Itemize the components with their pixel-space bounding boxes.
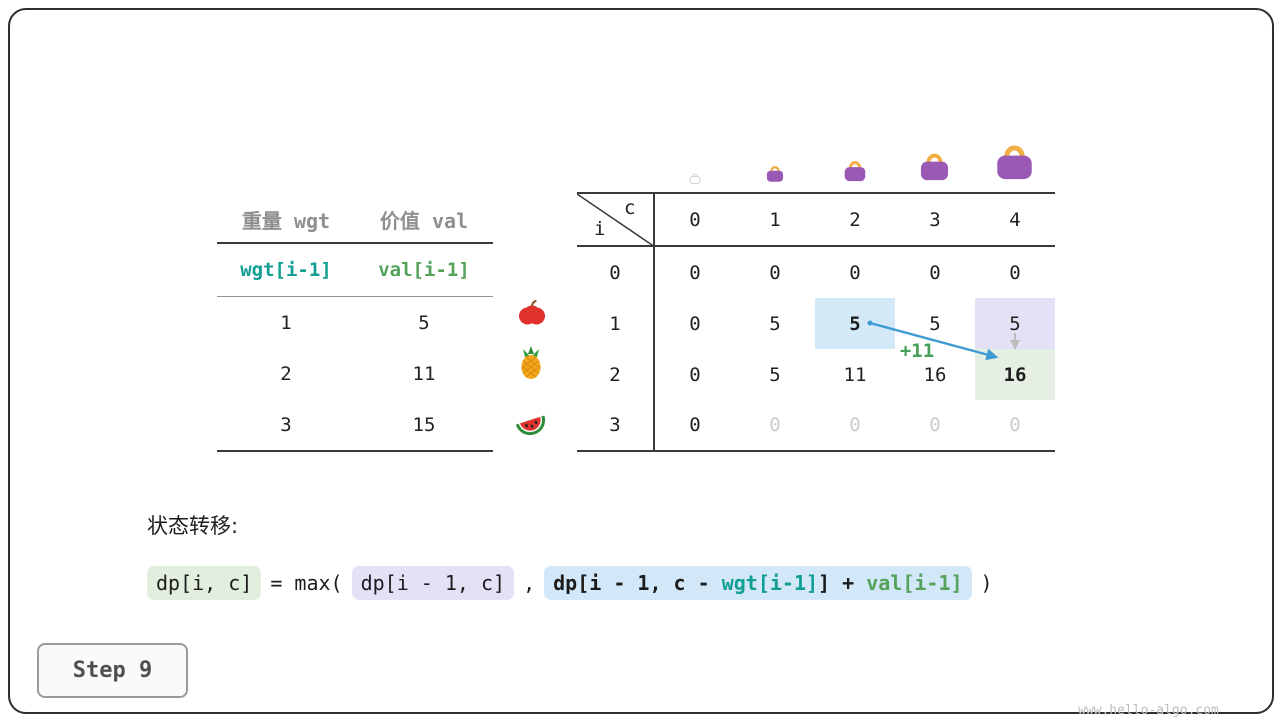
- dp-col-header-0: 0: [655, 194, 735, 247]
- bag-small-icon: [764, 162, 786, 188]
- bag-medium-icon: [841, 156, 869, 188]
- formula-eq-max: = max(: [270, 571, 343, 595]
- formula-take-middle: ] +: [818, 571, 867, 595]
- items-formula-val: val[i-1]: [378, 259, 470, 281]
- bag-xlarge-icon: [991, 137, 1038, 188]
- formula-take-val: val[i-1]: [866, 571, 963, 595]
- dp-cell-r3-c3: 0: [929, 414, 941, 436]
- figure-card: 重量 wgt 价值 val wgt[i-1] val[i-1] 1 5 2 11…: [8, 8, 1274, 718]
- corner-diagonal-line: [577, 194, 655, 247]
- dp-cell-r0-c3: 0: [929, 261, 941, 284]
- pineapple-icon: [515, 345, 555, 385]
- dp-cell-r1-c1: 5: [769, 312, 781, 335]
- formula-option-take: dp[i - 1, c - wgt[i-1]] + val[i-1]: [544, 566, 972, 600]
- dp-col-header-1: 1: [735, 194, 815, 247]
- item-2-value: 11: [412, 362, 436, 385]
- dp-col-header-4: 4: [975, 194, 1055, 247]
- item-3-weight: 3: [280, 413, 292, 436]
- dp-cell-r3-c2: 0: [849, 414, 861, 436]
- item-1-value: 5: [418, 311, 430, 334]
- dp-cell-r0-c0: 0: [689, 261, 701, 284]
- bag-large-icon: [916, 147, 953, 188]
- formula-take-prefix: dp[i - 1, c -: [553, 571, 722, 595]
- dp-col-header-2: 2: [815, 194, 895, 247]
- formula-option-skip: dp[i - 1, c]: [351, 566, 515, 600]
- items-formula-row: wgt[i-1] val[i-1]: [217, 244, 493, 297]
- dp-cell-r2-c0: 0: [689, 363, 701, 386]
- items-header-value: 价值 val: [379, 209, 469, 233]
- dp-corner-cell: c i: [577, 194, 655, 247]
- dp-row-header-1: 1: [577, 298, 655, 349]
- items-header-weight: 重量 wgt: [241, 209, 331, 233]
- bag-ghost-icon: [688, 170, 702, 189]
- dp-cell-r0-c1: 0: [769, 261, 781, 284]
- items-formula-wgt: wgt[i-1]: [240, 259, 332, 281]
- formula-take-wgt: wgt[i-1]: [721, 571, 819, 595]
- dp-cell-r0-c2: 0: [849, 261, 861, 284]
- apple-icon: [517, 298, 557, 338]
- corner-col-var: c: [624, 197, 636, 219]
- dp-row-header-0: 0: [577, 247, 655, 298]
- item-row-3: 3 15: [217, 399, 493, 450]
- watermelon-icon: [513, 407, 553, 447]
- arrow-value-label: +11: [899, 340, 935, 362]
- dp-cell-r2-c3: 16: [923, 363, 947, 386]
- watermark: www.hello-algo.com: [1078, 703, 1219, 718]
- dp-cell-r1-c2: 5: [815, 298, 895, 349]
- item-row-2: 2 11: [217, 348, 493, 399]
- dp-cell-r3-c1: 0: [769, 414, 781, 436]
- dp-row-header-3: 3: [577, 400, 655, 450]
- item-3-value: 15: [412, 413, 436, 436]
- formula-dp-current: dp[i, c]: [147, 566, 262, 600]
- transition-heading: 状态转移:: [147, 514, 239, 538]
- dp-cell-r2-c2: 11: [843, 363, 867, 386]
- dp-row-header-2: 2: [577, 349, 655, 400]
- item-2-weight: 2: [280, 362, 292, 385]
- dp-cell-r3-c4: 0: [1009, 414, 1021, 436]
- dp-cell-r1-c0: 0: [689, 312, 701, 335]
- items-table-header-row: 重量 wgt 价值 val: [217, 197, 493, 244]
- step-badge: Step 9: [37, 643, 188, 698]
- corner-row-var: i: [594, 218, 606, 240]
- dp-cell-r2-c4: 16: [975, 349, 1055, 400]
- items-table: 重量 wgt 价值 val wgt[i-1] val[i-1] 1 5 2 11…: [217, 197, 493, 452]
- item-1-weight: 1: [280, 311, 292, 334]
- formula-close-paren: ): [980, 571, 993, 595]
- dp-cell-r1-c4: 5: [975, 298, 1055, 349]
- dp-cell-r3-c0: 0: [689, 414, 701, 436]
- transition-formula: dp[i, c] = max( dp[i - 1, c] , dp[i - 1,…: [147, 566, 993, 600]
- dp-col-header-3: 3: [895, 194, 975, 247]
- dp-cell-r2-c1: 5: [769, 363, 781, 386]
- dp-cell-r0-c4: 0: [1009, 261, 1021, 284]
- dp-table: c i 0 1 2 3 4 0 0 0 0 0 0 1 0 5 5 5 5 2 …: [577, 192, 1055, 452]
- formula-comma: ,: [523, 571, 536, 595]
- step-label: Step 9: [72, 658, 153, 683]
- item-row-1: 1 5: [217, 297, 493, 348]
